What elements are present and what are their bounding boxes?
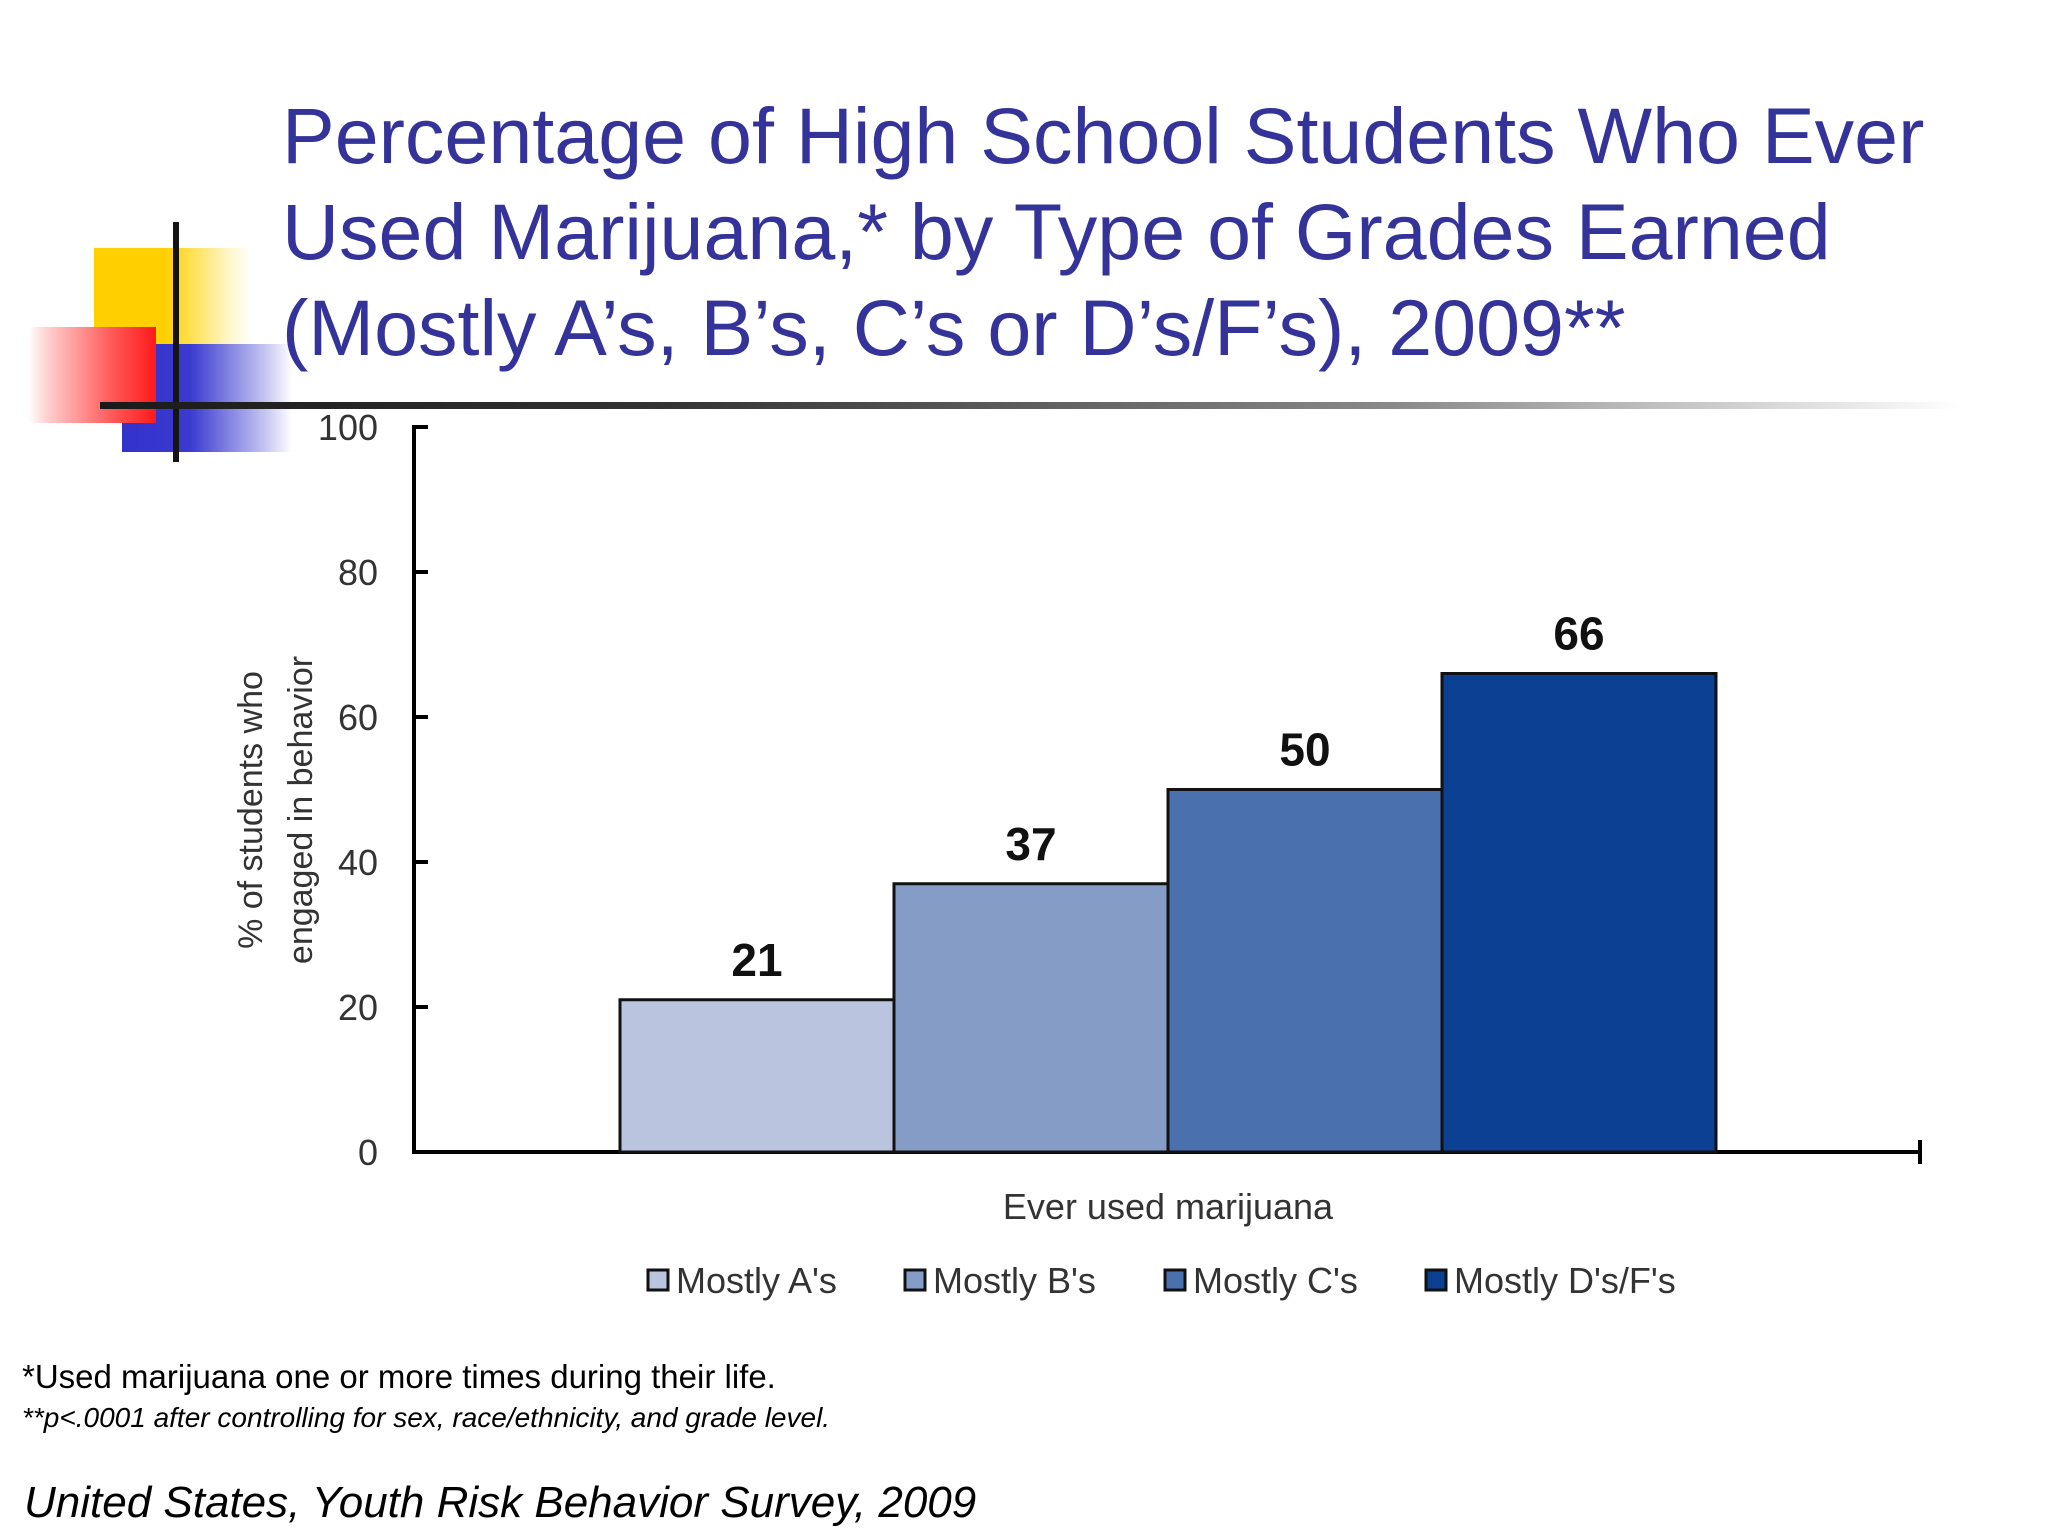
bar-mostly-b-s (892, 882, 1170, 1154)
slide-title: Percentage of High School Students Who E… (282, 91, 1925, 372)
data-label: 50 (1279, 724, 1330, 776)
bar-chart: 0 20 40 60 80 100 % of students who engaged in … (232, 407, 1922, 1301)
legend-label: Mostly B's (933, 1260, 1096, 1301)
legend-label: Mostly C's (1193, 1260, 1358, 1301)
data-label: 21 (731, 934, 782, 986)
data-label: 66 (1553, 608, 1604, 660)
y-axis-label: engaged in behavior (282, 656, 320, 964)
title-divider-line (100, 402, 1960, 409)
footnote-lifetime-use: *Used marijuana one or more times during… (22, 1358, 776, 1395)
legend-swatch (646, 1268, 670, 1292)
y-tick-label: 60 (338, 697, 378, 738)
legend-swatch (1163, 1268, 1187, 1292)
y-axis-label: % of students who (232, 671, 270, 949)
footnote-significance: **p<.0001 after controlling for sex, rac… (22, 1402, 831, 1433)
bar-mostly-d-s-f-s (1440, 672, 1718, 1154)
decorative-vertical-line (173, 222, 179, 462)
y-tick-label: 100 (318, 407, 378, 448)
x-category-label: Ever used marijuana (1003, 1186, 1334, 1227)
bar-mostly-c-s (1166, 788, 1444, 1154)
source-citation: United States, Youth Risk Behavior Surve… (24, 1478, 977, 1527)
legend-swatch (1424, 1268, 1448, 1292)
y-tick-label: 80 (338, 552, 378, 593)
data-label: 37 (1005, 818, 1056, 870)
legend-swatch (903, 1268, 927, 1292)
y-tick-label: 40 (338, 842, 378, 883)
legend-label: Mostly A's (676, 1260, 837, 1301)
bar-mostly-a-s (618, 998, 896, 1154)
legend-label: Mostly D's/F's (1454, 1260, 1676, 1301)
y-tick-label: 20 (338, 987, 378, 1028)
y-tick-label: 0 (358, 1132, 378, 1173)
